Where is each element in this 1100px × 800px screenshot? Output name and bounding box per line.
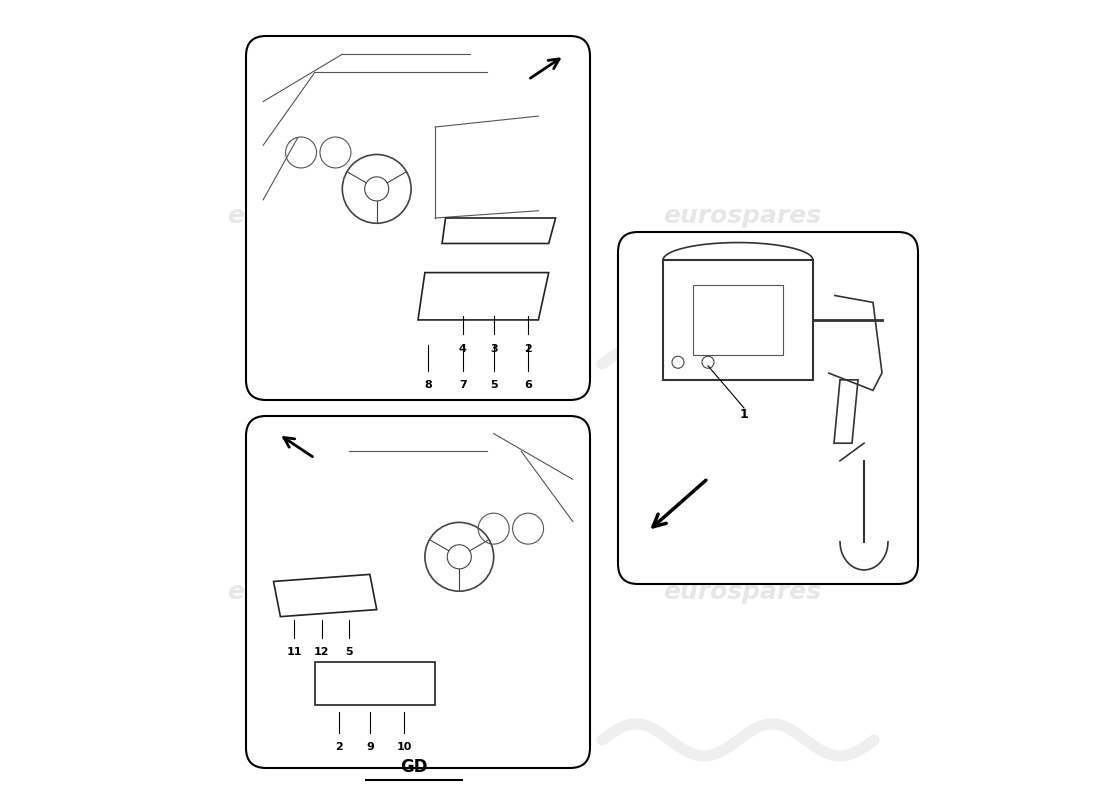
- Text: 3: 3: [490, 344, 497, 354]
- Text: 2: 2: [336, 742, 343, 752]
- FancyBboxPatch shape: [618, 232, 918, 584]
- Text: 5: 5: [345, 647, 353, 658]
- Text: eurospares: eurospares: [227, 204, 385, 228]
- Text: GD: GD: [400, 758, 428, 776]
- Text: eurospares: eurospares: [663, 580, 821, 604]
- Text: eurospares: eurospares: [227, 580, 385, 604]
- Text: 1: 1: [739, 408, 748, 421]
- Text: 7: 7: [459, 381, 466, 390]
- Text: 11: 11: [286, 647, 301, 658]
- Text: 6: 6: [524, 381, 532, 390]
- Text: 8: 8: [425, 381, 432, 390]
- Text: 2: 2: [525, 344, 532, 354]
- Text: eurospares: eurospares: [663, 204, 821, 228]
- Text: 10: 10: [397, 742, 411, 752]
- Text: 4: 4: [459, 344, 466, 354]
- Text: 12: 12: [314, 647, 329, 658]
- Text: 5: 5: [490, 381, 497, 390]
- FancyBboxPatch shape: [246, 36, 590, 400]
- Text: 9: 9: [366, 742, 374, 752]
- FancyBboxPatch shape: [246, 416, 590, 768]
